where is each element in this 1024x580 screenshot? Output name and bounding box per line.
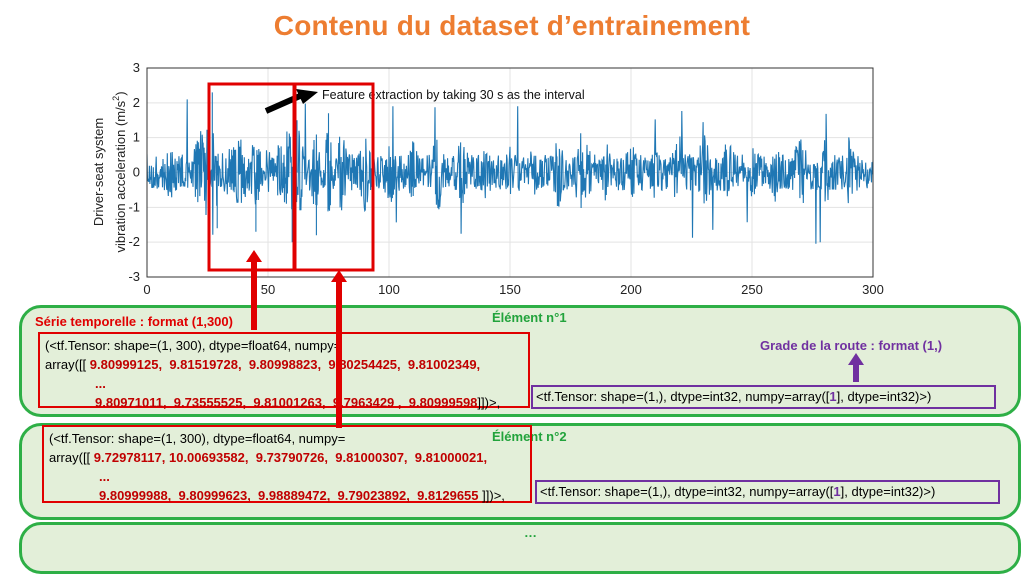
y-tick-label: -1 — [128, 199, 140, 214]
x-axis-ticks: 0 50 100 150 200 250 300 — [143, 282, 883, 297]
svg-text:vibration acceleration (m/s2): vibration acceleration (m/s2) — [111, 91, 128, 252]
annotation-arrow-head — [296, 89, 318, 104]
x-tick-label: 0 — [143, 282, 150, 297]
element-1-ellipsis: ... — [95, 376, 106, 391]
element-1-label-suffix: ], dtype=int32)>) — [836, 389, 932, 404]
element-2-label-value: 1 — [833, 484, 841, 499]
element-3-panel — [19, 522, 1021, 574]
element-2-last-values: 9.80999988, 9.80999623, 9.98889472, 9.79… — [99, 488, 483, 503]
y-tick-label: 2 — [133, 95, 140, 110]
y-label-sup: 2 — [111, 96, 121, 101]
element-1-array-prefix: array([[ — [45, 357, 90, 372]
element-2-label-prefix: <tf.Tensor: shape=(1,), dtype=int32, num… — [540, 484, 834, 499]
element-1-series-box: (<tf.Tensor: shape=(1, 300), dtype=float… — [38, 332, 530, 410]
series-format-label: Série temporelle : format (1,300) — [35, 314, 233, 329]
element-2-series-box: (<tf.Tensor: shape=(1, 300), dtype=float… — [42, 425, 532, 503]
element-2-label-suffix: ], dtype=int32)>) — [840, 484, 936, 499]
y-axis-label: Driver-seat system vibration acceleratio… — [91, 91, 128, 252]
element-2-array-prefix: array([[ — [49, 450, 94, 465]
y-axis-ticks: -3 -2 -1 0 1 2 3 — [128, 60, 140, 284]
element-2-label-box: <tf.Tensor: shape=(1,), dtype=int32, num… — [535, 480, 1000, 504]
y-label-line1: Driver-seat system — [91, 118, 106, 226]
x-tick-label: 250 — [741, 282, 763, 297]
element-1-label-prefix: <tf.Tensor: shape=(1,), dtype=int32, num… — [536, 389, 830, 404]
element-3-ellipsis: … — [524, 525, 537, 540]
x-tick-label: 100 — [378, 282, 400, 297]
element-2-ellipsis: ... — [99, 469, 110, 484]
element-1-label-value: 1 — [829, 389, 837, 404]
y-tick-label: 0 — [133, 165, 140, 180]
plot-frame — [146, 67, 874, 278]
y-tick-label: -2 — [128, 234, 140, 249]
annotation-text: Feature extraction by taking 30 s as the… — [322, 88, 585, 102]
y-label-line2: vibration acceleration (m/s — [113, 100, 128, 252]
y-tick-label: 3 — [133, 60, 140, 75]
element-1-array-suffix: ]])>, — [477, 395, 501, 410]
grade-format-label: Grade de la route : format (1,) — [760, 338, 943, 353]
x-tick-label: 200 — [620, 282, 642, 297]
x-tick-label: 50 — [261, 282, 275, 297]
vibration-chart: 0 50 100 150 200 250 300 -3 -2 -1 0 1 2 3 Driver-sea… — [91, 60, 884, 297]
y-tick-label: 1 — [133, 130, 140, 145]
element-2-line1: (<tf.Tensor: shape=(1, 300), dtype=float… — [49, 431, 346, 446]
x-tick-label: 150 — [499, 282, 521, 297]
element-1-title: Élément n°1 — [492, 310, 567, 325]
slide-title: Contenu du dataset d’entrainement — [273, 10, 751, 41]
element-1-last-values: 9.80971011, 9.73555525, 9.81001263, 9.79… — [95, 395, 478, 410]
element-1-first-values: 9.80999125, 9.81519728, 9.80998823, 9.80… — [89, 357, 481, 372]
element-1-label-box: <tf.Tensor: shape=(1,), dtype=int32, num… — [531, 385, 996, 409]
element-2-first-values: 9.72978117, 10.00693582, 9.73790726, 9.8… — [93, 450, 488, 465]
element-2-title: Élément n°2 — [492, 429, 567, 444]
y-tick-label: -3 — [128, 269, 140, 284]
x-tick-label: 300 — [862, 282, 884, 297]
element-2-array-suffix: ]])>, — [482, 488, 505, 503]
element-1-line1: (<tf.Tensor: shape=(1, 300), dtype=float… — [45, 338, 342, 353]
y-label-close: ) — [113, 91, 128, 95]
